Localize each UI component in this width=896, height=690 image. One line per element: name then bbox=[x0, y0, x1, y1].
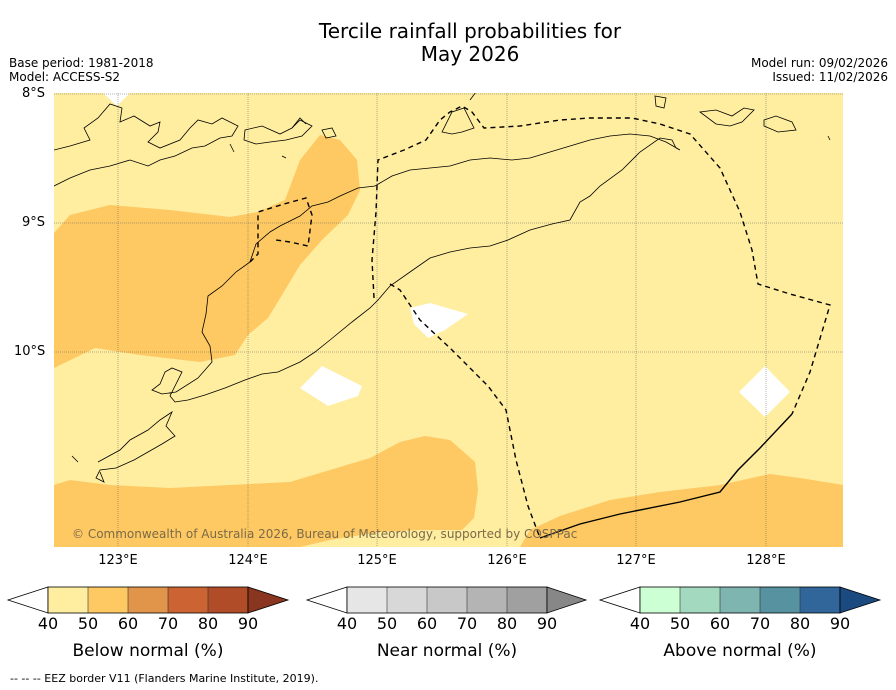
colorbar-near-tick: 80 bbox=[496, 614, 518, 633]
colorbar-near-bin-4 bbox=[507, 587, 547, 613]
lat-label-8s: 8°S bbox=[22, 86, 46, 101]
prob-field-50-60-west bbox=[54, 135, 360, 368]
lat-label-10s: 10°S bbox=[14, 344, 46, 359]
colorbar-near-bin-2 bbox=[427, 587, 467, 613]
coastlines bbox=[54, 93, 831, 483]
model-run: Model run: 09/02/2026 bbox=[750, 56, 888, 70]
chart-title: Tercile rainfall probabilities for May 2… bbox=[300, 20, 640, 66]
colorbar-near-bin-1 bbox=[387, 587, 427, 613]
colorbar-below-under-triangle bbox=[6, 586, 49, 614]
no-signal-patch bbox=[739, 366, 790, 417]
meta-left: Base period: 1981-2018 Model: ACCESS-S2 bbox=[9, 56, 154, 84]
colorbar-below-bin-2 bbox=[128, 587, 168, 613]
colorbar-below-bin-3 bbox=[168, 587, 208, 613]
prob-field-50-60-southeast bbox=[520, 474, 843, 547]
colorbar-near-tick: 90 bbox=[536, 614, 558, 633]
gridlines bbox=[54, 93, 843, 547]
lon-label-126e: 126°E bbox=[487, 553, 527, 568]
prob-field-50-60-south bbox=[54, 436, 478, 547]
colorbar-label-below: Below normal (%) bbox=[72, 641, 224, 661]
colorbar-below-bin-1 bbox=[88, 587, 128, 613]
map-area bbox=[54, 93, 843, 547]
title-line-1: Tercile rainfall probabilities for bbox=[318, 19, 622, 43]
colorbar-above-tick: 60 bbox=[709, 614, 731, 633]
issued-date: Issued: 11/02/2026 bbox=[772, 70, 888, 84]
no-signal-patch bbox=[103, 93, 130, 106]
model-name: Model: ACCESS-S2 bbox=[9, 70, 121, 84]
colorbar-below-tick: 90 bbox=[237, 614, 259, 633]
colorbar-below-tick: 40 bbox=[37, 614, 59, 633]
colorbar-below-bin-4 bbox=[208, 587, 248, 613]
colorbar-above-bin-1 bbox=[680, 587, 720, 613]
colorbar-near-tick: 70 bbox=[456, 614, 478, 633]
colorbar-below-tick: 60 bbox=[117, 614, 139, 633]
lon-label-123e: 123°E bbox=[98, 553, 138, 568]
colorbar-above-tick: 40 bbox=[629, 614, 651, 633]
lon-label-127e: 127°E bbox=[616, 553, 656, 568]
colorbar-near-bin-0 bbox=[347, 587, 387, 613]
lon-label-128e: 128°E bbox=[746, 553, 786, 568]
colorbar-label-above: Above normal (%) bbox=[663, 641, 817, 661]
colorbars bbox=[6, 586, 882, 614]
colorbar-below-tick: 80 bbox=[197, 614, 219, 633]
colorbar-near-over-triangle bbox=[546, 586, 588, 614]
colorbar-near-tick: 60 bbox=[416, 614, 438, 633]
base-period: Base period: 1981-2018 bbox=[9, 56, 154, 70]
meta-right: Model run: 09/02/2026 Issued: 11/02/2026 bbox=[751, 56, 888, 84]
border-solid bbox=[539, 413, 793, 539]
no-signal-patch bbox=[300, 366, 362, 406]
colorbar-above-tick: 50 bbox=[669, 614, 691, 633]
lon-label-124e: 124°E bbox=[228, 553, 268, 568]
colorbar-label-near: Near normal (%) bbox=[376, 641, 518, 661]
colorbar-above-tick: 80 bbox=[789, 614, 811, 633]
colorbar-above-bin-3 bbox=[760, 587, 800, 613]
colorbar-above-bin-4 bbox=[800, 587, 840, 613]
colorbar-below-over-triangle bbox=[247, 586, 290, 614]
title-line-2: May 2026 bbox=[420, 42, 520, 66]
colorbar-above-tick: 70 bbox=[749, 614, 771, 633]
colorbar-above-over-triangle bbox=[839, 586, 882, 614]
colorbar-above-bin-2 bbox=[720, 587, 760, 613]
footer-note: -- -- -- EEZ border V11 (Flanders Marine… bbox=[10, 672, 319, 685]
copyright-text: © Commonwealth of Australia 2026, Bureau… bbox=[72, 527, 578, 541]
colorbar-below-tick: 50 bbox=[77, 614, 99, 633]
colorbar-near-under-triangle bbox=[305, 586, 348, 614]
colorbar-above-tick: 90 bbox=[829, 614, 851, 633]
lat-label-9s: 9°S bbox=[22, 215, 46, 230]
colorbar-below-tick: 70 bbox=[157, 614, 179, 633]
colorbar-above-under-triangle bbox=[598, 586, 641, 614]
no-signal-patch bbox=[410, 303, 468, 338]
colorbar-near-tick: 50 bbox=[376, 614, 398, 633]
colorbar-below-bin-0 bbox=[48, 587, 88, 613]
eez-border bbox=[249, 105, 831, 539]
lon-label-125e: 125°E bbox=[357, 553, 397, 568]
colorbar-near-tick: 40 bbox=[336, 614, 358, 633]
colorbar-near-bin-3 bbox=[467, 587, 507, 613]
colorbar-above-bin-0 bbox=[640, 587, 680, 613]
